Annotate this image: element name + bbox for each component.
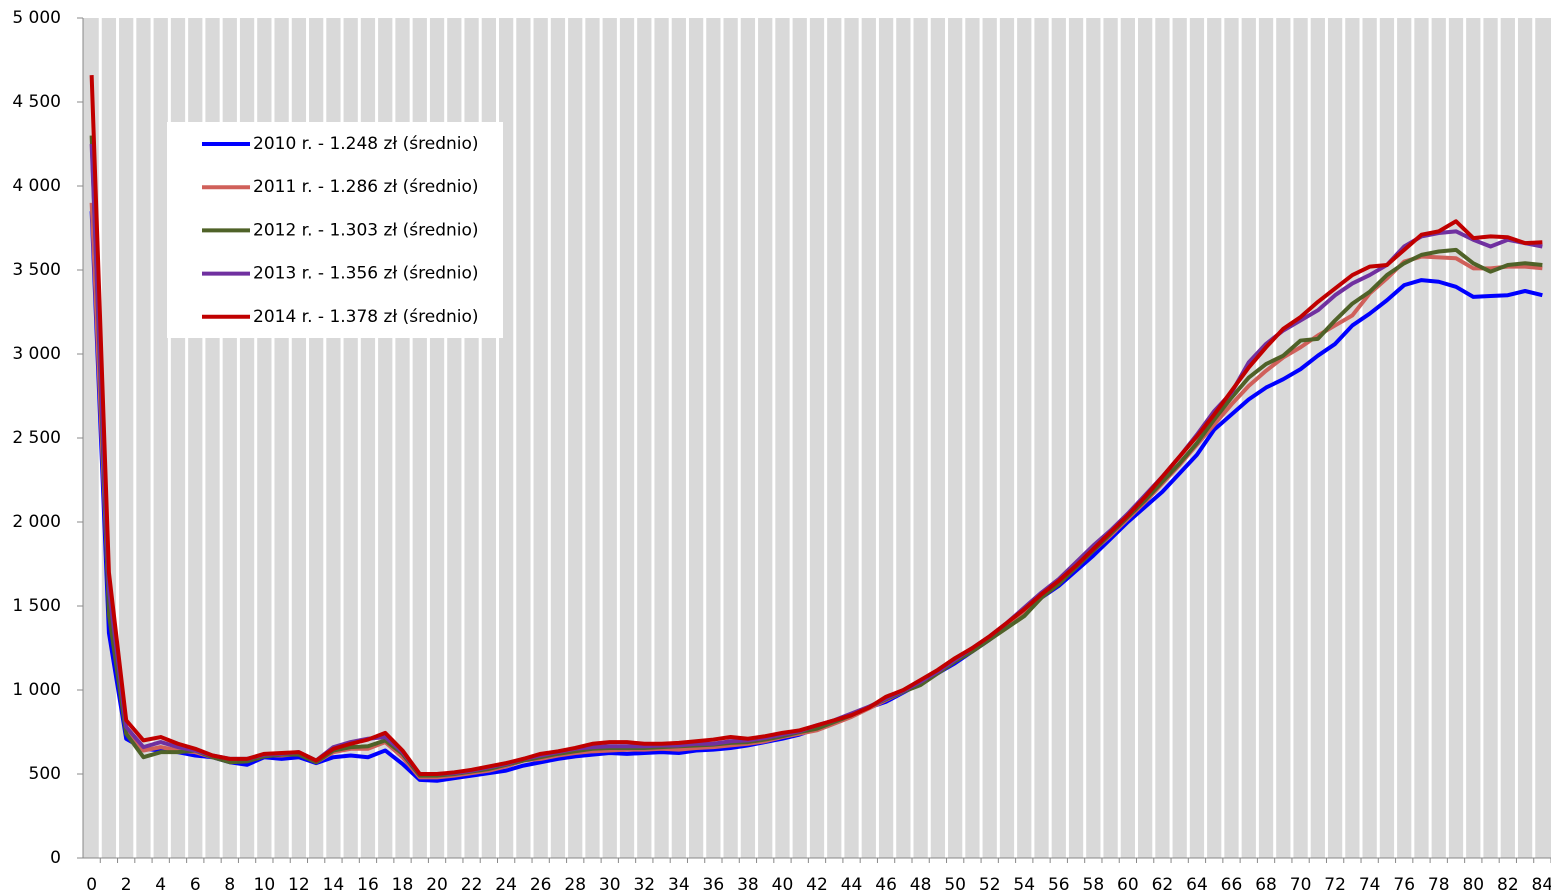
- x-tick-label: 8: [224, 875, 235, 895]
- x-tick-label: 82: [1497, 875, 1519, 895]
- x-tick-label: 30: [599, 875, 621, 895]
- y-tick-label: 500: [29, 764, 61, 784]
- x-tick-label: 74: [1359, 875, 1381, 895]
- y-tick-label: 3 000: [12, 344, 61, 364]
- x-tick-label: 50: [944, 875, 966, 895]
- x-tick-label: 54: [1013, 875, 1035, 895]
- x-tick-label: 60: [1117, 875, 1139, 895]
- x-tick-label: 26: [530, 875, 552, 895]
- legend: 2010 r. - 1.248 zł (średnio) 2011 r. - 1.…: [167, 122, 503, 338]
- series-line: [89, 75, 1543, 776]
- x-tick-label: 72: [1324, 875, 1346, 895]
- y-tick-label: 4 000: [12, 176, 61, 196]
- x-tick-label: 56: [1048, 875, 1070, 895]
- x-tick-label: 38: [737, 875, 759, 895]
- x-tick-label: 66: [1221, 875, 1243, 895]
- legend-label: 2012 r. - 1.303 zł (średnio): [253, 220, 479, 240]
- y-tick-label: 0: [50, 848, 61, 868]
- x-tick-label: 16: [357, 875, 379, 895]
- x-tick-label: 22: [461, 875, 483, 895]
- x-tick-label: 78: [1428, 875, 1450, 895]
- x-tick-label: 52: [979, 875, 1001, 895]
- x-tick-label: 18: [392, 875, 414, 895]
- x-tick-label: 44: [841, 875, 863, 895]
- x-tick-label: 46: [875, 875, 897, 895]
- x-tick-label: 10: [254, 875, 276, 895]
- y-tick-label: 1 000: [12, 680, 61, 700]
- x-tick-label: 68: [1255, 875, 1277, 895]
- legend-label: 2011 r. - 1.286 zł (średnio): [253, 177, 479, 197]
- y-tick-label: 3 500: [12, 260, 61, 280]
- x-tick-label: 6: [190, 875, 201, 895]
- x-tick-label: 84: [1532, 875, 1551, 895]
- x-tick-label: 0: [86, 875, 97, 895]
- x-tick-label: 80: [1462, 875, 1484, 895]
- x-tick-label: 12: [288, 875, 310, 895]
- y-tick-label: 4 500: [12, 92, 61, 112]
- x-tick-label: 76: [1393, 875, 1415, 895]
- x-tick-label: 58: [1083, 875, 1105, 895]
- x-tick-label: 32: [633, 875, 655, 895]
- x-tick-label: 42: [806, 875, 828, 895]
- x-tick-label: 70: [1290, 875, 1312, 895]
- y-tick-label: 2 500: [12, 428, 61, 448]
- x-tick-label: 64: [1186, 875, 1208, 895]
- x-tick-label: 24: [495, 875, 517, 895]
- x-tick-label: 62: [1152, 875, 1174, 895]
- x-tick-label: 20: [426, 875, 448, 895]
- legend-label: 2010 r. - 1.248 zł (średnio): [253, 134, 479, 154]
- x-tick-label: 4: [155, 875, 166, 895]
- x-tick-label: 40: [772, 875, 794, 895]
- y-tick-label: 5 000: [12, 8, 61, 28]
- x-tick-label: 34: [668, 875, 690, 895]
- x-tick-label: 28: [564, 875, 586, 895]
- x-tick-label: 14: [323, 875, 345, 895]
- y-tick-label: 2 000: [12, 512, 61, 532]
- x-tick-label: 48: [910, 875, 932, 895]
- y-tick-label: 1 500: [12, 596, 61, 616]
- x-tick-label: 2: [121, 875, 132, 895]
- legend-label: 2014 r. - 1.378 zł (średnio): [253, 307, 479, 327]
- legend-label: 2013 r. - 1.356 zł (średnio): [253, 264, 479, 284]
- x-tick-label: 36: [703, 875, 725, 895]
